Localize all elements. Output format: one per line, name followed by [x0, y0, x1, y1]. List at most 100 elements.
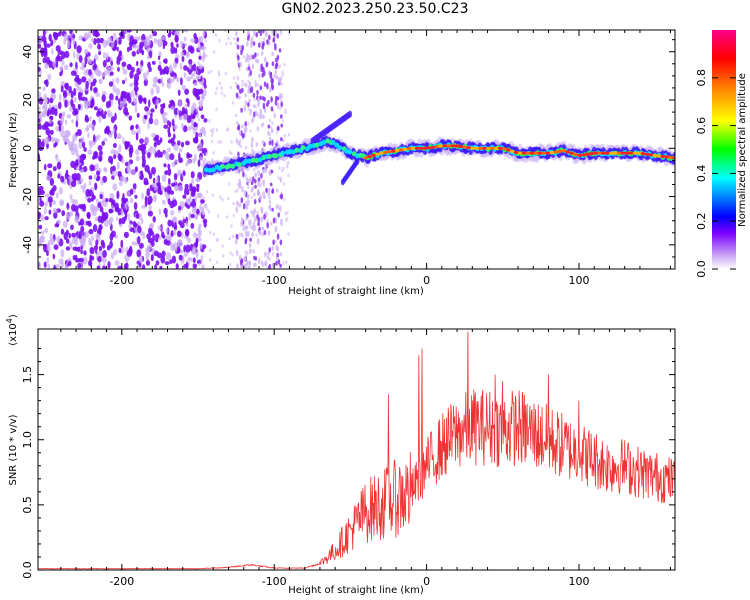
heat-cell	[275, 62, 279, 67]
heat-cell	[200, 163, 203, 168]
heat-cell	[132, 44, 138, 49]
heat-cell	[55, 45, 61, 52]
heat-cell	[93, 58, 96, 66]
heat-cell	[183, 30, 189, 33]
heat-cell	[253, 111, 256, 118]
heat-cell	[147, 244, 153, 251]
heat-cell	[279, 239, 283, 246]
heat-cell	[64, 263, 68, 269]
heat-cell	[283, 197, 286, 202]
heat-cell	[254, 256, 258, 261]
heat-cell	[122, 79, 125, 85]
colorbar-tick-label: 0.4	[695, 165, 708, 183]
heat-cell	[122, 97, 127, 106]
heat-cell	[151, 182, 156, 188]
heat-cell	[192, 157, 196, 164]
heat-cell	[144, 115, 148, 120]
heat-cell	[206, 190, 209, 194]
heat-cell	[93, 87, 98, 93]
heat-cell	[259, 108, 263, 115]
heat-cell	[81, 76, 87, 83]
heat-cell	[640, 152, 646, 156]
heat-cell	[73, 87, 77, 97]
heat-cell	[152, 83, 158, 88]
heat-cell	[124, 111, 129, 116]
heat-cell	[164, 187, 167, 193]
heat-cell	[114, 112, 117, 121]
colorbar-tick-label: 0.2	[695, 212, 708, 230]
heat-cell	[174, 247, 178, 252]
heat-cell	[90, 85, 93, 92]
heat-cell	[111, 204, 114, 210]
heat-cell	[123, 231, 129, 239]
heat-cell	[279, 79, 282, 86]
heat-cell	[254, 178, 257, 184]
heat-cell	[253, 224, 256, 232]
heat-cell	[256, 83, 260, 87]
page-title: GN02.2023.250.23.50.C23	[281, 1, 469, 17]
heat-cell	[190, 74, 193, 80]
heat-cell	[38, 118, 41, 123]
heat-cell	[300, 145, 306, 151]
heat-cell	[242, 224, 246, 231]
heat-cell	[632, 151, 638, 155]
heat-cell	[279, 30, 283, 33]
heat-cell	[193, 206, 197, 212]
heat-cell	[100, 216, 105, 224]
heat-cell	[201, 93, 205, 102]
heat-cell	[58, 93, 62, 102]
heat-cell	[272, 217, 276, 224]
heat-cell	[153, 118, 159, 126]
heat-cell	[177, 89, 181, 96]
heat-cell	[46, 243, 50, 251]
heat-cell	[108, 216, 114, 224]
heat-cell	[80, 136, 85, 142]
x-tick-label: 100	[568, 575, 589, 588]
heat-cell	[274, 99, 278, 106]
heat-cell	[186, 237, 191, 243]
heat-cell	[169, 241, 173, 247]
heat-cell	[238, 95, 241, 100]
heat-cell	[147, 152, 151, 159]
heat-cell	[142, 143, 147, 151]
heat-cell	[225, 215, 229, 219]
heat-cell	[97, 145, 103, 151]
heat-cell	[125, 202, 128, 211]
heat-cell	[248, 242, 252, 248]
heat-cell	[259, 30, 263, 37]
heat-cell	[171, 255, 177, 264]
heat-cell	[247, 178, 250, 185]
heat-cell	[190, 109, 194, 115]
heat-cell	[280, 168, 284, 173]
heat-cell	[173, 124, 178, 130]
heat-cell	[177, 108, 180, 115]
heat-cell	[185, 140, 190, 146]
heat-cell	[383, 150, 388, 154]
heat-cell	[236, 37, 240, 42]
heat-cell	[76, 86, 82, 92]
heat-cell	[62, 135, 68, 142]
heat-cell	[81, 241, 86, 248]
heat-cell	[256, 126, 260, 132]
heat-cell	[97, 255, 102, 263]
heat-cell	[371, 153, 376, 157]
heat-cell	[89, 115, 92, 122]
heat-cell	[143, 76, 148, 81]
heat-cell	[101, 71, 106, 78]
heat-cell	[278, 166, 281, 170]
heat-cell	[169, 99, 175, 105]
heat-cell	[52, 253, 56, 260]
heat-cell	[95, 37, 101, 44]
heat-cell	[163, 67, 166, 75]
heat-cell	[247, 102, 250, 107]
heat-cell	[256, 214, 259, 220]
heat-cell	[49, 129, 54, 135]
heat-cell	[62, 91, 68, 98]
heat-cell	[271, 252, 275, 256]
heat-cell	[147, 210, 153, 217]
heat-cell	[138, 172, 141, 177]
heat-cell	[231, 101, 235, 105]
heat-cell	[201, 85, 204, 89]
heat-cell	[70, 224, 74, 230]
colorbar-tick-label: 0.8	[695, 69, 708, 87]
